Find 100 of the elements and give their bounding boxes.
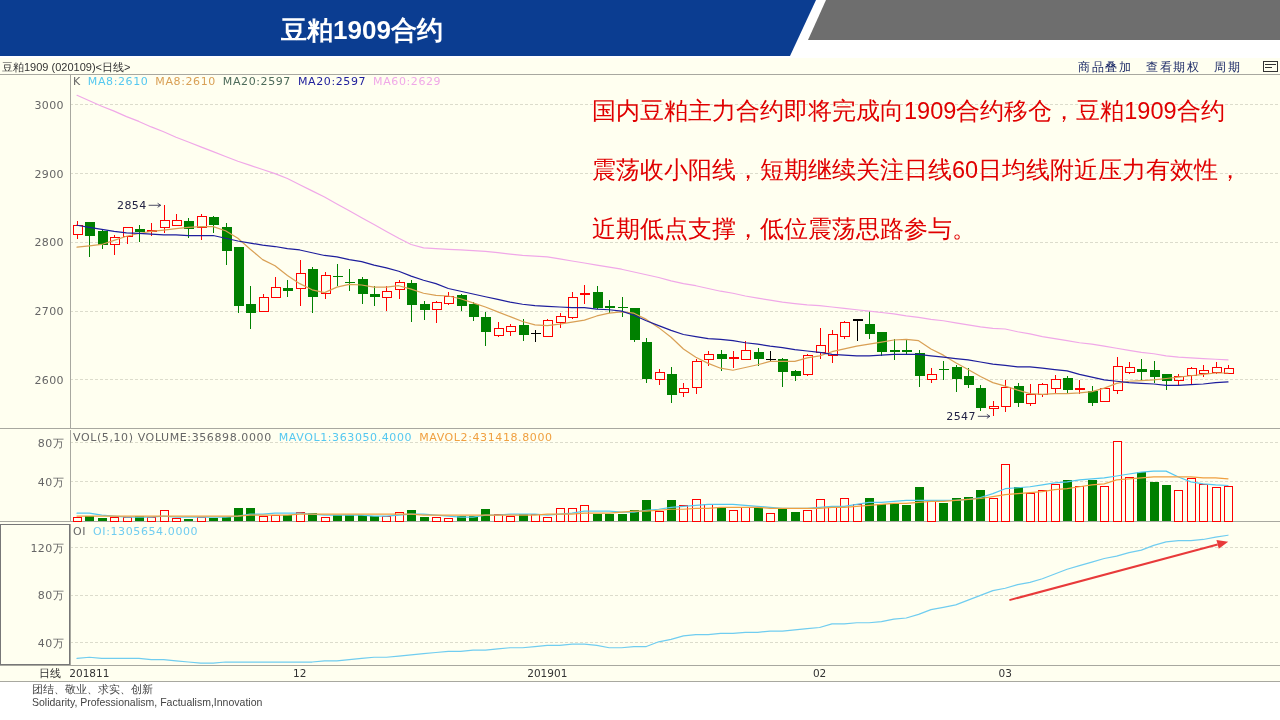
bar [72, 517, 82, 522]
bar [1124, 476, 1134, 522]
bar [270, 515, 280, 522]
bar [146, 517, 156, 522]
bar [604, 514, 614, 521]
legend-label: MA8:2610 [87, 75, 149, 88]
bar [988, 498, 998, 522]
annotation: 周期 [1214, 60, 1241, 74]
bar [196, 517, 206, 522]
candlestick [666, 366, 677, 404]
bar [1161, 484, 1171, 521]
candlestick [381, 285, 392, 312]
candlestick [851, 319, 864, 342]
candlestick [864, 310, 875, 340]
candlestick [716, 349, 727, 372]
annotation: 2547 [946, 410, 976, 424]
x-tick-label: 12 [293, 667, 307, 679]
bar [728, 510, 738, 522]
text: MA20:2597 [297, 75, 367, 88]
candlestick [233, 247, 244, 314]
bar [889, 503, 899, 521]
candlestick [1062, 377, 1073, 395]
text: 团结、敬业、求实、创新 [32, 683, 153, 695]
bar [790, 512, 800, 521]
bar [320, 517, 330, 522]
bar [406, 510, 416, 521]
candlestick [1149, 360, 1160, 384]
candlestick [691, 358, 702, 395]
bar [1025, 492, 1035, 522]
candlestick [109, 234, 120, 256]
legend-title: VOL(5,10) VOLUME:356898.0000 [73, 431, 272, 444]
bar [171, 518, 181, 522]
bar [1074, 485, 1084, 522]
bar [901, 505, 911, 521]
y-tick-label: 120万 [30, 541, 64, 555]
bar [1037, 489, 1047, 522]
chart-title: 豆粕1909合约 [280, 15, 443, 45]
bar [802, 510, 812, 522]
text: MA8:2610 [155, 75, 216, 88]
bar [914, 486, 924, 521]
bar [443, 518, 453, 522]
y-tick-label: 2700 [34, 305, 64, 319]
y-tick-label: 3000 [34, 98, 64, 112]
bar [926, 501, 936, 522]
candlestick [245, 285, 256, 330]
bar [1087, 479, 1097, 521]
bar [1000, 464, 1010, 522]
bar [1173, 489, 1183, 522]
annotation: 商品叠加 [1078, 60, 1132, 74]
y-tick-label: 80万 [37, 436, 64, 450]
candlestick [579, 284, 590, 305]
candlestick [344, 268, 355, 292]
legend-title: K [73, 75, 81, 88]
bar [1062, 479, 1072, 521]
bar [431, 517, 441, 522]
bar [1223, 486, 1233, 522]
candlestick [307, 268, 318, 314]
bar [703, 504, 713, 522]
bar [542, 517, 552, 522]
line-series [76, 94, 1229, 361]
y-tick-label: 2600 [34, 373, 64, 387]
bar [765, 513, 775, 522]
bar [1186, 477, 1196, 522]
candlestick [790, 370, 801, 382]
candlestick [777, 359, 788, 388]
text: MA60:2629 [373, 75, 442, 88]
bar [505, 516, 515, 522]
candlestick [914, 349, 925, 388]
bar [951, 498, 961, 521]
annotation: 震荡收小阳线，短期继续关注日线60日均线附近压力有效性， [592, 157, 1243, 183]
candlestick [604, 299, 615, 314]
bar [827, 506, 837, 522]
x-axis-title: 日线 [39, 667, 61, 679]
y-tick-label: 80万 [37, 589, 64, 603]
candlestick [406, 279, 417, 323]
bar [97, 518, 107, 521]
candlestick [295, 259, 306, 307]
x-tick-label: 201811 [69, 667, 110, 679]
bar [1211, 486, 1221, 522]
chart-subtitle: 豆粕1909 (020109)<日线> [2, 61, 131, 73]
bar [617, 514, 627, 521]
candlestick [1087, 385, 1098, 407]
legend-title: OI [73, 525, 87, 538]
line-series [76, 534, 1229, 664]
y-tick-label: 2900 [34, 167, 64, 181]
annotation: 查看期权 [1146, 60, 1200, 74]
bar [109, 517, 119, 522]
bar [938, 503, 948, 521]
y-tick-label: 40万 [37, 475, 64, 489]
bar [208, 518, 218, 521]
bar [1198, 483, 1208, 522]
text: MAVOL2:431418.8000 [419, 431, 553, 444]
candlestick [394, 279, 405, 300]
bar [1149, 481, 1159, 521]
text: OI:1305654.0000 [93, 525, 199, 538]
annotation: 近期低点支撑，低位震荡思路参与。 [592, 216, 976, 242]
bar [419, 517, 429, 521]
candlestick [641, 337, 652, 384]
y-tick-label: 2800 [34, 236, 64, 250]
bar [1136, 472, 1146, 521]
